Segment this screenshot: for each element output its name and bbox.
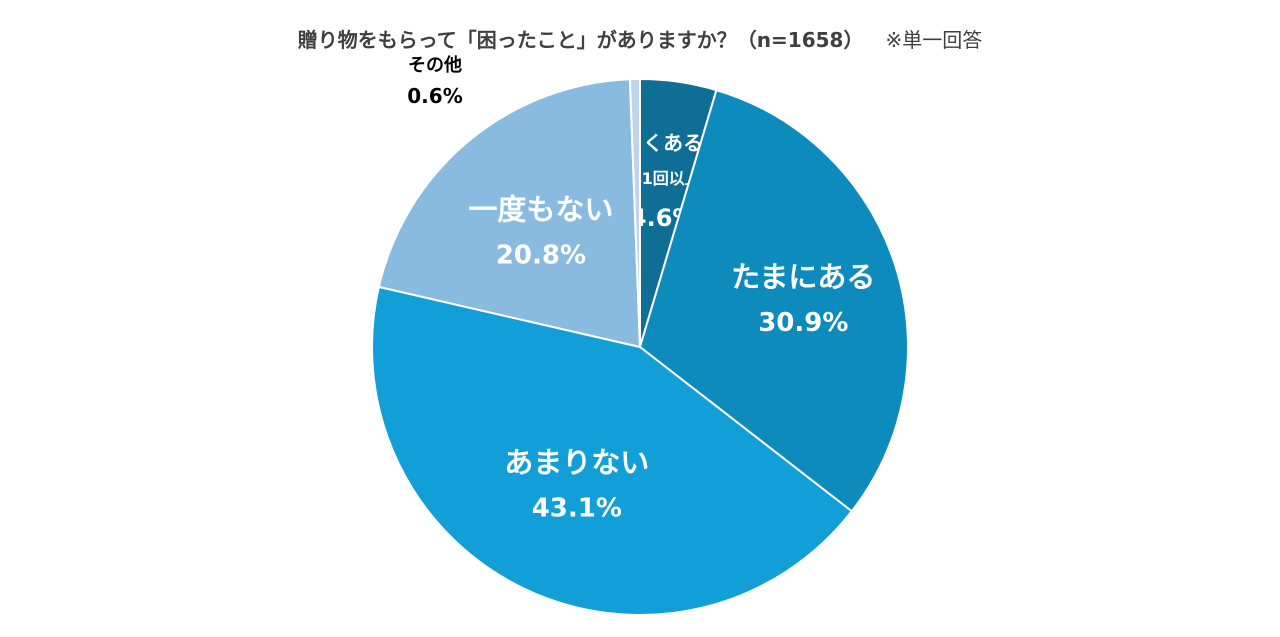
pie-slice-2 — [371, 285, 854, 616]
slice-label-text-3: 一度もない — [468, 193, 613, 227]
chart-title-main: 贈り物をもらって「困ったこと」がありますか？（n=1658） — [297, 28, 864, 52]
slice-label-3: 一度もない 20.8% — [468, 193, 613, 271]
slice-label-2: あまりない 43.1% — [504, 446, 649, 524]
slice-label-4: その他 0.6% — [407, 54, 462, 108]
slice-value-text-3: 20.8% — [496, 241, 586, 271]
slice-label-text-2: あまりない — [504, 446, 649, 480]
chart-title: 贈り物をもらって「困ったこと」がありますか？（n=1658） ※単一回答 — [0, 24, 1280, 53]
slice-value-text-1: 30.9% — [758, 308, 848, 338]
slice-label-text-4: その他 — [408, 54, 462, 76]
pie-slice-4 — [628, 77, 641, 348]
pie-slice-1 — [638, 88, 909, 513]
slice-label-text-1: たまにある — [731, 260, 875, 294]
pie-slice-3 — [377, 78, 642, 349]
chart-note: ※単一回答 — [885, 28, 983, 52]
slice-value-text-2: 43.1% — [532, 494, 622, 524]
slice-label-1: たまにある 30.9% — [731, 260, 875, 338]
slice-value-text-4: 0.6% — [407, 84, 462, 108]
